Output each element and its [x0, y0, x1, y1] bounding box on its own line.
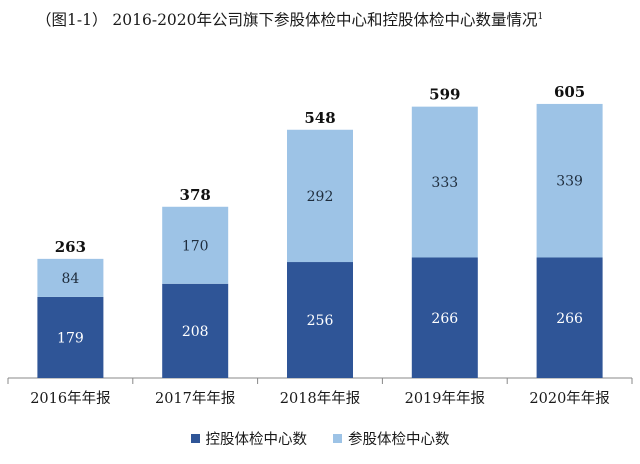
chart-title: （图1-1） 2016-2020年公司旗下参股体检中心和控股体检中心数量情况1: [36, 8, 543, 30]
bar-controlled: [162, 283, 229, 378]
bar-controlled: [536, 257, 603, 378]
stacked-bar-chart: 179 84 263 2016年年报 208 170 378 2017年年报 256 292 548…: [7, 83, 633, 407]
legend-item: 参股体检中心数: [333, 428, 450, 449]
bar-controlled: [411, 257, 478, 378]
bar-participating: [411, 106, 478, 258]
x-tick-label: 2019年年报: [405, 390, 485, 407]
title-footnote-mark: 1: [537, 11, 544, 22]
total-label: 605: [554, 83, 585, 101]
total-label: 263: [55, 238, 86, 256]
x-tick-label: 2018年年报: [280, 390, 360, 407]
data-label-controlled: 179: [57, 330, 84, 346]
chart-title-text: （图1-1） 2016-2020年公司旗下参股体检中心和控股体检中心数量情况: [36, 11, 538, 29]
data-label-participating: 84: [61, 271, 79, 287]
data-label-controlled: 208: [182, 324, 209, 340]
legend-label: 参股体检中心数: [348, 432, 450, 448]
legend-label: 控股体检中心数: [205, 432, 308, 448]
legend: 控股体检中心数 参股体检中心数: [0, 428, 640, 449]
x-tick-label: 2016年年报: [30, 390, 110, 407]
total-label: 378: [180, 186, 211, 204]
total-label: 548: [304, 109, 335, 127]
bar-participating: [37, 258, 104, 297]
data-label-participating: 170: [182, 238, 209, 254]
x-tick-label: 2017年年报: [155, 390, 235, 407]
legend-item: 控股体检中心数: [190, 428, 308, 449]
bar-participating: [162, 206, 229, 284]
x-tick-label: 2020年年报: [529, 390, 609, 407]
legend-swatch: [333, 434, 342, 443]
data-label-controlled: 266: [431, 311, 458, 327]
data-label-participating: 333: [431, 175, 458, 191]
bar-participating: [287, 129, 353, 263]
data-label-controlled: 256: [307, 313, 334, 329]
bar-participating: [536, 103, 603, 258]
legend-swatch: [190, 434, 200, 443]
data-label-participating: 339: [556, 174, 583, 190]
data-label-participating: 292: [307, 189, 334, 205]
bar-controlled: [37, 296, 104, 378]
data-label-controlled: 266: [556, 311, 583, 327]
bar-controlled: [287, 262, 353, 378]
total-label: 599: [429, 86, 460, 104]
